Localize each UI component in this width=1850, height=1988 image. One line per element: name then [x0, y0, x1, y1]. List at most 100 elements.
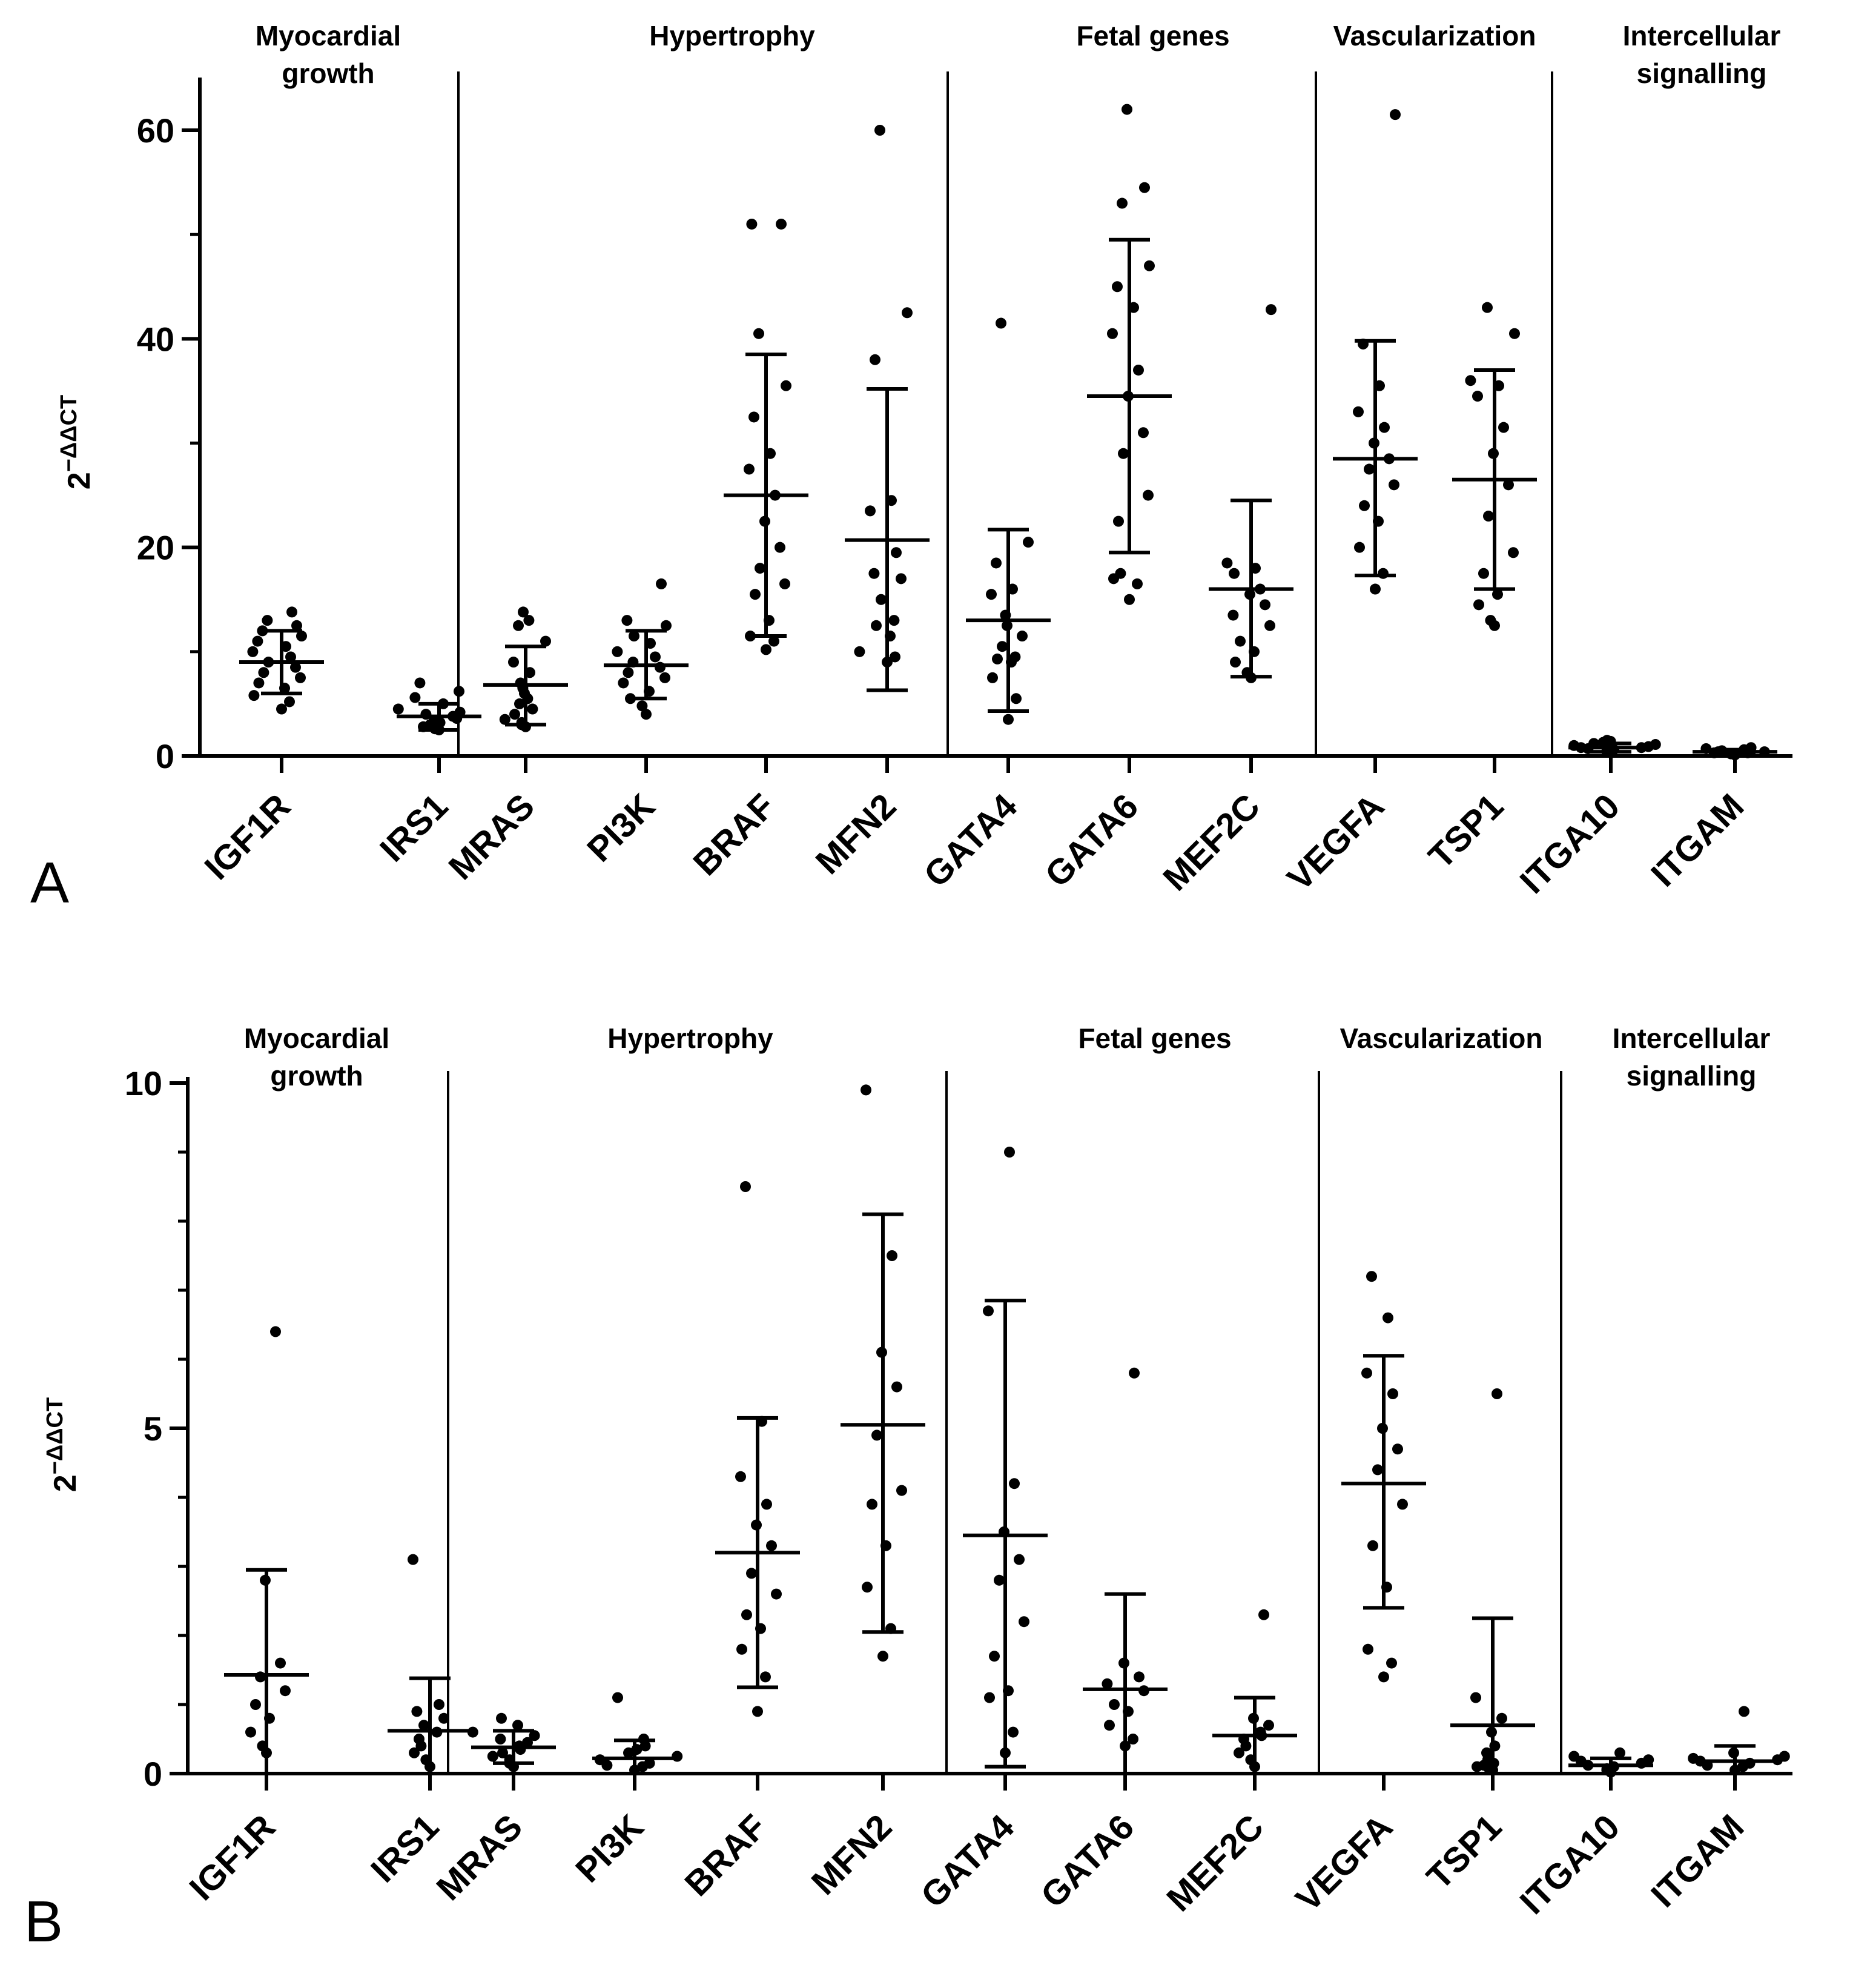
data-point	[871, 620, 882, 631]
data-point	[888, 615, 900, 626]
group-label: Intercellular	[1613, 1022, 1771, 1054]
data-point	[874, 125, 885, 136]
gene-label-vegfa: VEGFA	[1280, 786, 1392, 898]
data-point	[1263, 1720, 1274, 1731]
data-point	[659, 672, 670, 683]
data-point	[1390, 109, 1401, 121]
data-point	[618, 677, 629, 689]
panel-a: 0 20 40 60 2−ΔΔCT Myocardial growth Hypertrophy…	[30, 20, 1792, 915]
data-point	[612, 646, 623, 657]
gene-label-itga10: ITGA10	[1513, 786, 1628, 901]
data-point	[1258, 1609, 1269, 1620]
data-point	[1378, 1671, 1389, 1683]
data-point	[1115, 568, 1126, 579]
data-point	[753, 328, 764, 339]
y-tick-label: 60	[137, 111, 174, 150]
data-point	[291, 620, 302, 631]
data-point	[253, 677, 265, 689]
data-point	[1138, 427, 1149, 439]
data-point	[275, 1657, 286, 1669]
data-point	[290, 661, 301, 673]
data-point	[495, 1734, 506, 1744]
group-label: Fetal genes	[1076, 20, 1229, 51]
data-point	[854, 646, 865, 657]
data-point	[540, 635, 551, 647]
panel-letter: B	[24, 1889, 63, 1954]
data-point	[656, 578, 667, 589]
data-point	[983, 1305, 994, 1317]
data-point	[877, 1651, 888, 1662]
data-point	[295, 672, 306, 683]
data-point	[740, 1181, 751, 1192]
data-point	[986, 589, 997, 600]
data-point	[1128, 1734, 1138, 1744]
data-point	[992, 653, 1003, 664]
data-point	[411, 1706, 423, 1717]
gene-label-braf: BRAF	[677, 1807, 774, 1904]
data-point	[1482, 302, 1493, 313]
data-point	[890, 651, 900, 663]
data-point	[1112, 281, 1123, 293]
data-point	[1102, 1678, 1113, 1689]
data-point	[748, 411, 759, 423]
data-point	[1118, 448, 1129, 459]
gene-label-mef2c: MEF2C	[1155, 786, 1267, 898]
data-point	[296, 631, 307, 642]
data-point	[1359, 500, 1370, 511]
data-point	[994, 1574, 1005, 1586]
data-point	[902, 307, 913, 319]
y-axis-label-exponent: −ΔΔCT	[42, 1397, 68, 1474]
y-tick-label: 10	[125, 1064, 162, 1102]
data-point	[434, 1699, 444, 1710]
data-point	[1113, 515, 1124, 527]
group-label: signalling	[1627, 1060, 1757, 1092]
data-point	[896, 1485, 907, 1496]
data-point	[1473, 599, 1484, 611]
gene-label-mfn2: MFN2	[808, 786, 904, 882]
data-point	[1472, 391, 1483, 402]
gene-label-igf1r: IGF1R	[182, 1807, 283, 1908]
data-point	[258, 667, 269, 678]
data-point	[280, 1685, 291, 1697]
data-point	[641, 709, 652, 720]
data-point	[1264, 620, 1275, 631]
data-point	[1496, 1712, 1507, 1724]
data-point	[1379, 422, 1390, 433]
data-point	[1134, 1671, 1145, 1683]
gene-label-gata4: GATA4	[913, 1807, 1022, 1915]
data-point	[414, 1734, 425, 1744]
data-point	[285, 651, 296, 663]
data-point	[1509, 328, 1520, 339]
data-point	[876, 594, 887, 605]
data-point	[1107, 328, 1118, 339]
data-point	[752, 1706, 763, 1717]
data-point	[1117, 197, 1128, 209]
data-point	[1109, 1699, 1120, 1710]
data-point	[286, 606, 297, 618]
data-point	[1478, 568, 1489, 579]
data-point	[523, 615, 535, 626]
data-point	[1503, 479, 1514, 491]
group-label: signalling	[1637, 58, 1767, 89]
data-point	[529, 1730, 540, 1741]
data-point	[755, 563, 765, 574]
data-point	[392, 703, 404, 715]
data-point	[438, 1712, 449, 1724]
data-point	[1144, 260, 1155, 271]
data-point	[744, 463, 755, 475]
data-point	[414, 677, 426, 689]
data-point	[1465, 375, 1476, 386]
data-point	[1132, 578, 1143, 589]
group-label: Fetal genes	[1078, 1022, 1231, 1054]
data-point	[987, 672, 998, 683]
data-point	[252, 635, 263, 647]
data-point	[629, 631, 639, 642]
data-point	[1485, 615, 1496, 626]
data-point	[1124, 594, 1135, 605]
data-point	[496, 1712, 507, 1724]
data-point	[644, 1757, 655, 1769]
data-point	[1498, 422, 1509, 433]
panel-b: 0 5 10 2−ΔΔCT Myocardial growth Hypertrophy Fet…	[24, 1022, 1792, 1954]
data-point	[1008, 1726, 1019, 1738]
